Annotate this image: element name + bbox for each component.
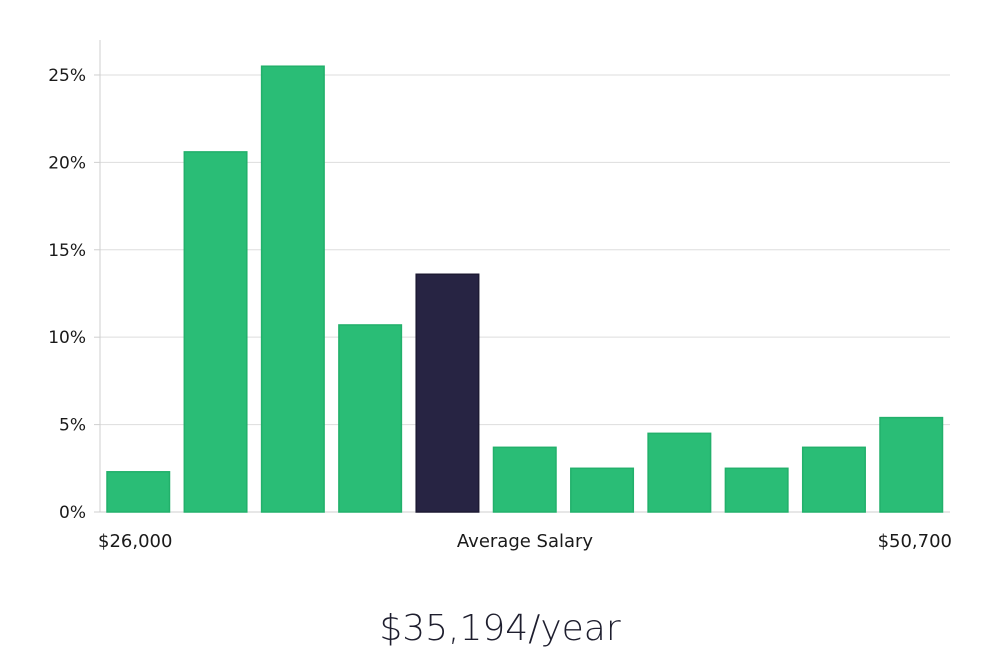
y-tick-label: 20% — [48, 153, 86, 173]
y-tick-label: 10% — [48, 328, 86, 348]
y-tick-label: 15% — [48, 241, 86, 261]
y-tick-label: 25% — [48, 66, 86, 86]
bar — [724, 467, 789, 513]
bar — [647, 432, 712, 513]
bar — [492, 446, 557, 513]
bar — [570, 467, 635, 513]
y-tick-label: 5% — [59, 416, 86, 436]
salary-distribution-chart: 0%5%10%15%20%25% $26,000 Average Salary … — [48, 40, 952, 552]
average-salary-value: $35,194/year — [379, 608, 621, 649]
bar — [879, 416, 944, 513]
bar — [338, 324, 403, 513]
x-label-min: $26,000 — [98, 531, 172, 552]
bars — [106, 65, 944, 513]
bar — [183, 151, 248, 513]
bar-average-salary — [415, 273, 480, 513]
bar — [106, 471, 171, 513]
y-tick-label: 0% — [59, 503, 86, 523]
bar — [260, 65, 325, 513]
bar — [801, 446, 866, 513]
x-label-center: Average Salary — [457, 531, 594, 552]
x-label-max: $50,700 — [878, 531, 952, 552]
